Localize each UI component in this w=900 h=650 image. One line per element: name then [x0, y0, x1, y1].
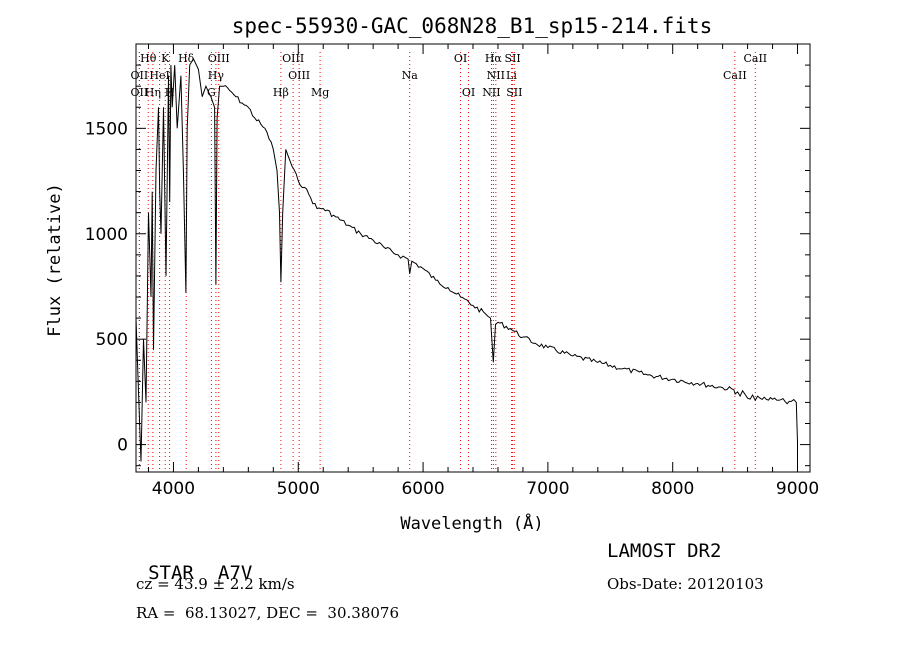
line-label: SII — [504, 52, 520, 65]
line-label: Hδ — [178, 52, 195, 65]
line-label: NII — [482, 86, 500, 99]
subclass-label: A7V — [218, 562, 253, 584]
line-label: OI — [454, 52, 467, 65]
line-label: OII — [131, 86, 149, 99]
survey-label: LAMOST DR2 — [607, 540, 722, 562]
line-label: OIII — [208, 52, 230, 65]
line-label: Hθ — [140, 52, 157, 65]
axis-ticks: 4000 5000 6000 7000 8000 9000 0 500 1000 1500 — [85, 44, 819, 499]
x-tick-label: 9000 — [776, 479, 819, 499]
obs-date-label: Obs-Date: 20120103 — [607, 575, 764, 593]
x-tick-label: 8000 — [651, 479, 694, 499]
line-label: Hβ — [273, 86, 289, 99]
y-tick-label: 500 — [96, 330, 128, 350]
x-axis-label: Wavelength (Å) — [400, 512, 543, 534]
object-class: STAR A7V — [136, 540, 252, 584]
class-label: STAR — [148, 562, 194, 584]
y-tick-label: 1500 — [85, 119, 128, 139]
line-label: OII — [131, 69, 149, 82]
y-tick-label: 1000 — [85, 225, 128, 245]
line-label: Li — [506, 69, 517, 82]
line-label: H — [165, 86, 175, 99]
radec-label: RA = 68.13027, DEC = 30.38076 — [136, 604, 400, 622]
line-label: Hη — [145, 86, 161, 99]
y-axis-label: Flux (relative) — [45, 183, 65, 337]
x-tick-label: 5000 — [277, 479, 320, 499]
line-label: G — [207, 86, 216, 99]
line-label: SII — [506, 86, 522, 99]
line-label: Hγ — [208, 69, 225, 82]
y-tick-label: 0 — [117, 436, 128, 456]
line-label: HeI — [149, 69, 169, 82]
x-tick-label: 6000 — [401, 479, 444, 499]
line-label: K — [161, 52, 170, 65]
x-tick-label: 4000 — [152, 479, 195, 499]
x-tick-label: 7000 — [526, 479, 569, 499]
line-label: NII — [487, 69, 505, 82]
line-label: OI — [462, 86, 475, 99]
line-label: Mg — [311, 86, 329, 99]
line-label: Hα — [485, 52, 503, 65]
plot-frame — [135, 43, 811, 473]
redshift-label: cz = 43.9 ± 2.2 km/s — [136, 575, 295, 593]
line-label: OIII — [288, 69, 310, 82]
line-label: CaII — [743, 52, 767, 65]
spectrum-line — [135, 57, 798, 472]
chart-title: spec-55930-GAC_068N28_B1_sp15-214.fits — [232, 14, 712, 38]
line-label: OIII — [282, 52, 304, 65]
line-label: Na — [402, 69, 419, 82]
line-label: CaII — [723, 69, 747, 82]
